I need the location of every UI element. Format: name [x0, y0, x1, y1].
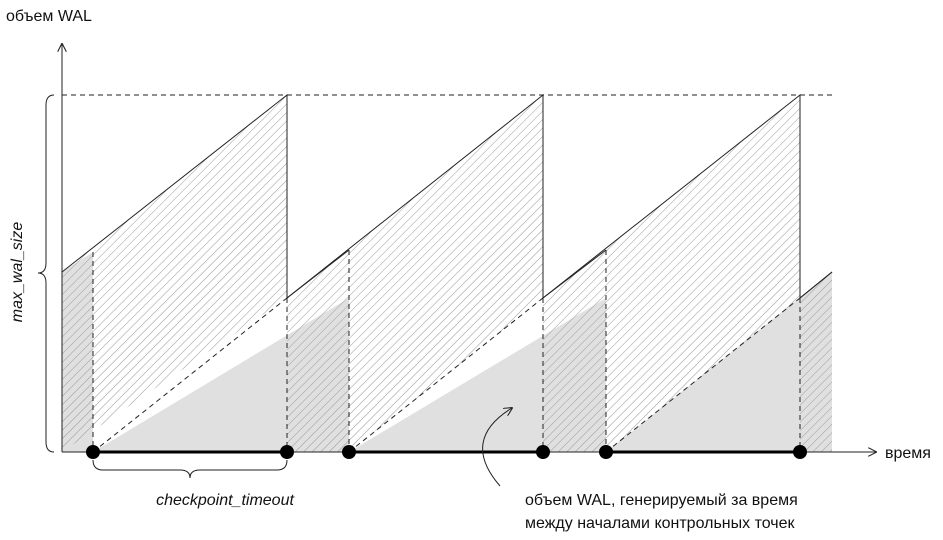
checkpoint-end-dot	[793, 445, 807, 459]
y-axis-label: объем WAL	[6, 8, 92, 25]
solid-ramp-3	[799, 271, 833, 299]
solid-ramp-1	[286, 249, 350, 299]
checkpoint-start-dot	[86, 445, 100, 459]
x-axis-label: время	[885, 445, 931, 462]
hatched-region-4	[800, 272, 832, 452]
shaded-region	[62, 252, 832, 452]
hatched-region-3	[543, 95, 800, 452]
checkpoint-timeout-brace	[92, 459, 288, 479]
annotation-line-1: объем WAL, генерируемый за время	[525, 492, 798, 509]
annotation-line-2: между началами контрольных точек	[525, 515, 796, 532]
hatched-region-2	[287, 95, 543, 452]
max-wal-size-brace	[37, 94, 55, 453]
checkpoint-end-dot	[280, 445, 294, 459]
checkpoint-start-dot	[599, 445, 613, 459]
checkpoint-start-dot	[342, 445, 356, 459]
annotation-arrow	[482, 408, 512, 487]
max-wal-size-label: max_wal_size	[9, 222, 26, 323]
checkpoint-end-dot	[536, 445, 550, 459]
checkpoint-timeout-label: checkpoint_timeout	[156, 492, 294, 509]
hatched-region-1	[62, 95, 287, 452]
solid-ramp-2	[542, 249, 607, 299]
sawtooth-line	[61, 93, 833, 300]
